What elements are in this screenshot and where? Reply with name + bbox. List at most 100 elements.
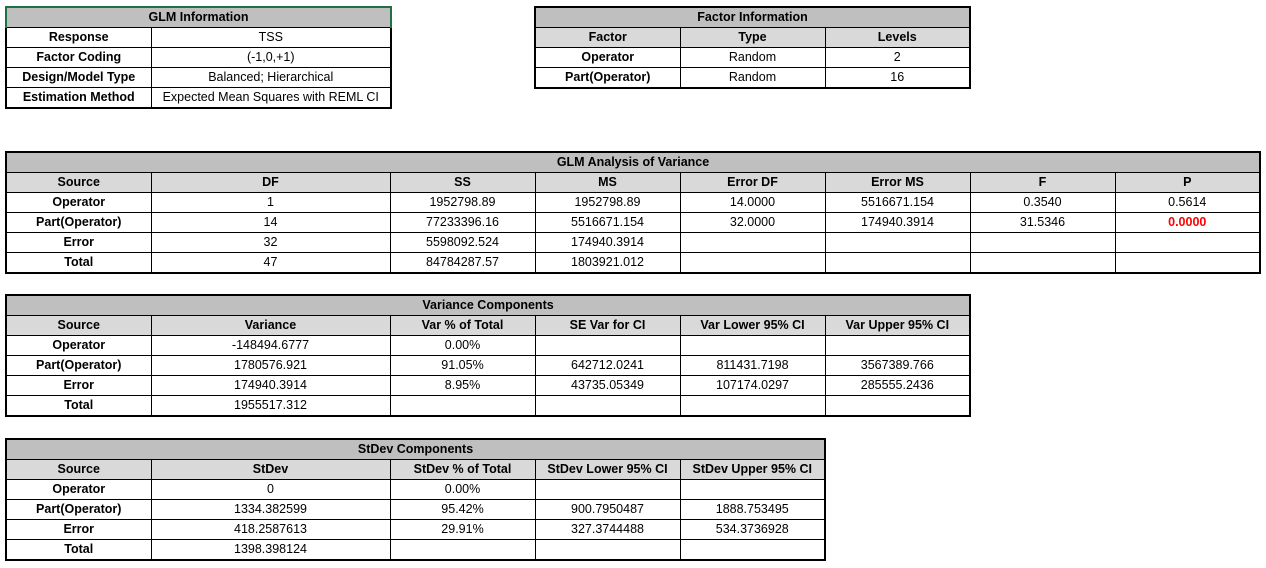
column-header[interactable]: StDev Upper 95% CI [679,459,826,480]
cell[interactable]: 8.95% [389,375,536,396]
column-header[interactable]: Source [5,315,152,336]
cell[interactable]: 1 [150,192,391,213]
stdev-components-title[interactable]: StDev Components [5,438,826,460]
cell[interactable] [969,252,1116,274]
cell[interactable]: Total [5,539,152,561]
cell[interactable]: Error [5,232,152,253]
cell[interactable]: 0 [150,479,391,500]
cell[interactable]: 16 [824,67,971,89]
column-header[interactable]: StDev Lower 95% CI [534,459,681,480]
column-header[interactable]: Var Lower 95% CI [679,315,826,336]
column-header[interactable]: Source [5,459,152,480]
cell[interactable]: Random [679,47,826,68]
cell[interactable]: 32 [150,232,391,253]
cell[interactable]: Part(Operator) [5,212,152,233]
cell[interactable]: 418.2587613 [150,519,391,540]
cell[interactable]: 0.5614 [1114,192,1261,213]
cell[interactable]: 174940.3914 [150,375,391,396]
cell[interactable]: 0.00% [389,479,536,500]
row-label[interactable]: Design/Model Type [5,67,152,88]
cell[interactable]: Part(Operator) [5,355,152,376]
factor-information-title[interactable]: Factor Information [534,6,971,28]
column-header[interactable]: Source [5,172,152,193]
row-label[interactable]: Factor Coding [5,47,152,68]
cell[interactable] [1114,232,1261,253]
row-value[interactable]: Expected Mean Squares with REML CI [150,87,392,109]
cell[interactable]: 285555.2436 [824,375,971,396]
cell[interactable]: 1803921.012 [534,252,681,274]
cell[interactable]: 43735.05349 [534,375,681,396]
cell[interactable]: Operator [5,192,152,213]
cell[interactable]: 1780576.921 [150,355,391,376]
cell[interactable]: Operator [534,47,681,68]
cell[interactable]: 84784287.57 [389,252,536,274]
cell[interactable]: 1888.753495 [679,499,826,520]
cell[interactable]: 0.00% [389,335,536,356]
cell[interactable]: Error [5,519,152,540]
column-header[interactable]: Error DF [679,172,826,193]
cell[interactable] [679,335,826,356]
cell[interactable]: 5598092.524 [389,232,536,253]
cell[interactable]: 77233396.16 [389,212,536,233]
cell[interactable] [824,335,971,356]
cell[interactable] [534,539,681,561]
column-header[interactable]: Variance [150,315,391,336]
cell[interactable]: 1952798.89 [534,192,681,213]
cell[interactable]: 1398.398124 [150,539,391,561]
cell[interactable]: 47 [150,252,391,274]
cell[interactable]: Total [5,252,152,274]
cell[interactable]: Random [679,67,826,89]
row-value[interactable]: (-1,0,+1) [150,47,392,68]
column-header[interactable]: F [969,172,1116,193]
cell[interactable]: 0.3540 [969,192,1116,213]
cell[interactable] [679,395,826,417]
cell[interactable]: 31.5346 [969,212,1116,233]
column-header[interactable]: Error MS [824,172,971,193]
cell[interactable]: 29.91% [389,519,536,540]
glm-information-title[interactable]: GLM Information [5,6,392,28]
cell[interactable] [679,539,826,561]
cell[interactable]: 32.0000 [679,212,826,233]
cell[interactable]: Operator [5,335,152,356]
cell[interactable]: 1334.382599 [150,499,391,520]
cell[interactable]: 1955517.312 [150,395,391,417]
column-header[interactable]: Type [679,27,826,48]
cell[interactable] [824,395,971,417]
cell[interactable]: 107174.0297 [679,375,826,396]
significant-p-value-cell[interactable]: 0.0000 [1114,212,1261,233]
cell[interactable]: 327.3744488 [534,519,681,540]
cell[interactable] [824,252,971,274]
cell[interactable]: 3567389.766 [824,355,971,376]
cell[interactable]: 174940.3914 [824,212,971,233]
cell[interactable]: -148494.6777 [150,335,391,356]
cell[interactable] [389,539,536,561]
cell[interactable] [389,395,536,417]
cell[interactable]: 642712.0241 [534,355,681,376]
row-label[interactable]: Response [5,27,152,48]
cell[interactable] [534,479,681,500]
cell[interactable]: 14 [150,212,391,233]
column-header[interactable]: P [1114,172,1261,193]
column-header[interactable]: Var % of Total [389,315,536,336]
cell[interactable]: 5516671.154 [534,212,681,233]
row-value[interactable]: TSS [150,27,392,48]
column-header[interactable]: SE Var for CI [534,315,681,336]
cell[interactable] [824,232,971,253]
column-header[interactable]: StDev % of Total [389,459,536,480]
cell[interactable] [534,335,681,356]
column-header[interactable]: Var Upper 95% CI [824,315,971,336]
cell[interactable] [679,232,826,253]
column-header[interactable]: Factor [534,27,681,48]
cell[interactable]: 811431.7198 [679,355,826,376]
cell[interactable]: 1952798.89 [389,192,536,213]
cell[interactable] [679,479,826,500]
cell[interactable]: 5516671.154 [824,192,971,213]
column-header[interactable]: SS [389,172,536,193]
cell[interactable]: 534.3736928 [679,519,826,540]
column-header[interactable]: Levels [824,27,971,48]
row-label[interactable]: Estimation Method [5,87,152,109]
cell[interactable]: Part(Operator) [5,499,152,520]
cell[interactable]: 95.42% [389,499,536,520]
cell[interactable]: Operator [5,479,152,500]
column-header[interactable]: StDev [150,459,391,480]
